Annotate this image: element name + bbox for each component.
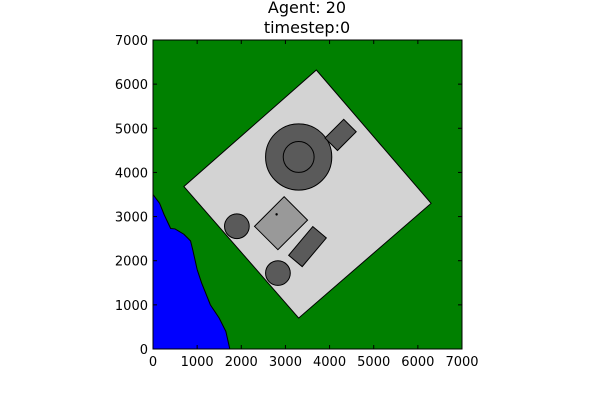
y-tick-label: 5000 bbox=[115, 122, 148, 137]
y-tick-label: 6000 bbox=[115, 78, 148, 93]
plot-area bbox=[153, 40, 462, 349]
x-tick-label: 1000 bbox=[181, 355, 214, 370]
x-axis: 0 1000 2000 3000 4000 5000 6000 7000 bbox=[149, 40, 479, 370]
y-tick-label: 2000 bbox=[115, 255, 148, 270]
plot-frame bbox=[152, 39, 463, 350]
round-building bbox=[224, 213, 250, 240]
round-building bbox=[265, 260, 291, 286]
y-tick-label: 1000 bbox=[115, 299, 148, 314]
rect-building bbox=[324, 118, 357, 152]
tank-inner bbox=[282, 141, 315, 173]
x-tick-label: 7000 bbox=[445, 355, 478, 370]
rect-building bbox=[253, 195, 309, 251]
x-tick-label: 6000 bbox=[401, 355, 434, 370]
x-tick-label: 2000 bbox=[225, 355, 258, 370]
agent-marker bbox=[275, 213, 278, 216]
y-axis: 0 1000 2000 3000 4000 5000 6000 7000 bbox=[115, 34, 462, 358]
y-tick-label: 3000 bbox=[115, 211, 148, 226]
water-area bbox=[153, 193, 231, 349]
chart-title-line-2: timestep:0 bbox=[264, 18, 350, 37]
x-tick-label: 4000 bbox=[313, 355, 346, 370]
x-tick-label: 5000 bbox=[357, 355, 390, 370]
chart-title-line-1: Agent: 20 bbox=[268, 0, 346, 17]
site-area bbox=[183, 69, 432, 319]
y-tick-label: 0 bbox=[140, 343, 148, 358]
y-tick-label: 7000 bbox=[115, 34, 148, 49]
rect-building bbox=[287, 225, 328, 268]
x-tick-label: 3000 bbox=[269, 355, 302, 370]
x-tick-label: 0 bbox=[149, 355, 157, 370]
y-tick-label: 4000 bbox=[115, 166, 148, 181]
